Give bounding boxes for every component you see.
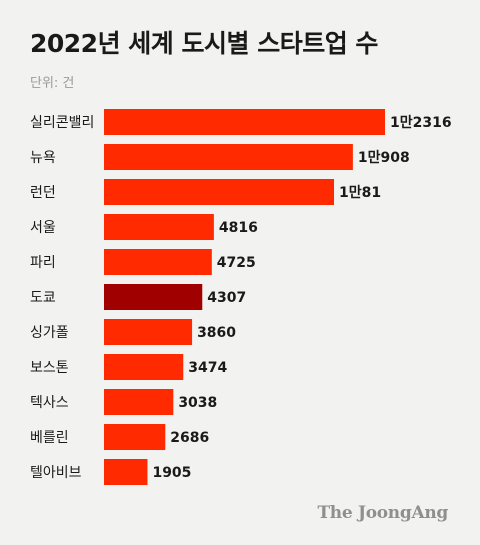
bar (104, 144, 353, 170)
category-label: 싱가폴 (30, 325, 69, 341)
bar (104, 319, 193, 345)
chart-title: 2022년 세계 도시별 스타트업 수 (30, 29, 378, 58)
bar (104, 109, 385, 135)
category-label: 뉴욕 (30, 150, 56, 166)
bar (104, 459, 148, 485)
value-label: 1905 (152, 465, 191, 481)
bar (104, 249, 212, 275)
category-label: 베를린 (30, 430, 69, 446)
value-label: 1만908 (358, 150, 410, 166)
category-label: 실리콘밸리 (30, 115, 94, 131)
value-label: 2686 (170, 430, 209, 446)
bar (104, 179, 335, 205)
category-label: 보스톤 (30, 360, 69, 376)
category-label: 도쿄 (30, 290, 56, 306)
value-label: 1만2316 (390, 115, 452, 131)
category-label: 파리 (30, 255, 56, 271)
value-label: 4816 (219, 220, 258, 236)
bar (104, 424, 166, 450)
bar (104, 389, 174, 415)
value-label: 3860 (197, 325, 236, 341)
category-label: 서울 (30, 220, 56, 236)
bar (104, 354, 184, 380)
value-label: 3474 (188, 360, 227, 376)
value-label: 4307 (207, 290, 246, 306)
source-logo: The JoongAng (317, 503, 448, 523)
category-label: 런던 (30, 185, 56, 201)
value-label: 4725 (217, 255, 256, 271)
bar (104, 284, 203, 310)
unit-label: 단위: 건 (30, 76, 75, 91)
category-label: 텔아비브 (30, 465, 82, 481)
category-label: 텍사스 (30, 395, 69, 411)
bar (104, 214, 214, 240)
value-label: 3038 (178, 395, 217, 411)
value-label: 1만81 (339, 185, 381, 201)
